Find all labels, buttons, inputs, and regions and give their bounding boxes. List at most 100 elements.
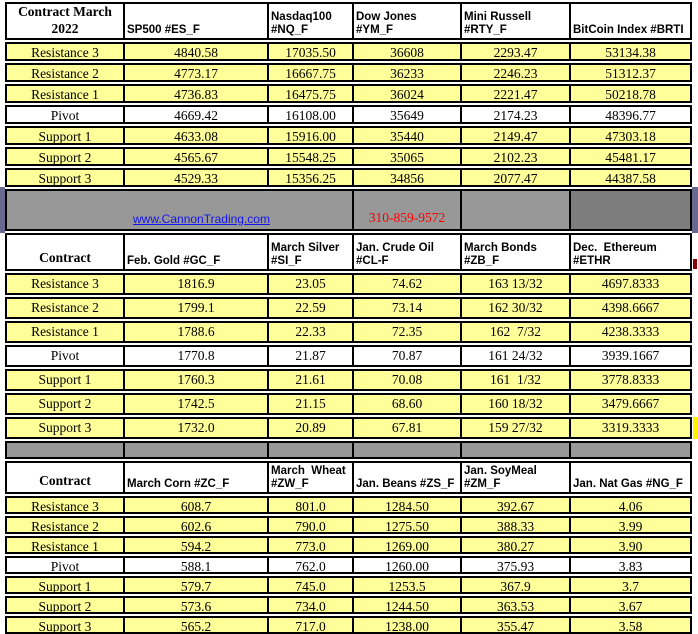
column-header-cell: Jan. Crude Oil #CL-F (352, 233, 462, 271)
table-row: Support 1 4633.08 15916.00 35440 2149.47 4730… (5, 126, 698, 145)
banner-empty-dark-cell (569, 189, 692, 231)
value-cell: 4565.67 (123, 147, 269, 166)
value-cell: 745.0 (267, 576, 354, 594)
row-label-cell: Resistance 2 (5, 516, 125, 534)
value-cell: 762.0 (267, 556, 354, 574)
section-title-cell: Contract (5, 461, 125, 494)
column-header-cell: March Wheat #ZW_F (267, 461, 354, 494)
value-cell: 70.08 (352, 369, 462, 391)
value-cell: 15916.00 (267, 126, 354, 145)
column-header-cell: March Bonds #ZB_F (460, 233, 571, 271)
value-cell: 608.7 (123, 496, 269, 514)
value-cell: 1253.5 (352, 576, 462, 594)
table-row: Support 2 573.6 734.0 1244.50 363.53 3.67 (5, 596, 698, 614)
value-cell: 1770.8 (123, 345, 269, 367)
value-cell: 602.6 (123, 516, 269, 534)
value-cell: 160 18/32 (460, 393, 571, 415)
value-cell: 163 13/32 (460, 273, 571, 295)
table-row: Support 1 579.7 745.0 1253.5 367.9 3.7 (5, 576, 698, 594)
value-cell: 1788.6 (123, 321, 269, 343)
contact-banner: www.CannonTrading.com 310-859-9572 (0, 187, 698, 233)
table-row: Support 3 4529.33 15356.25 34856 2077.47 4438… (5, 168, 698, 187)
value-cell: 161 1/32 (460, 369, 571, 391)
value-cell: 3.99 (569, 516, 692, 534)
column-header-cell: March Corn #ZC_F (123, 461, 269, 494)
value-cell: 73.14 (352, 297, 462, 319)
phone-number: 310-859-9572 (368, 210, 446, 225)
table-row: Support 3 1732.0 20.89 67.81 159 27/32 3319.3… (5, 417, 698, 439)
value-cell: 68.60 (352, 393, 462, 415)
table-row: Support 3 565.2 717.0 1238.00 355.47 3.58 (5, 616, 698, 634)
cannon-trading-link[interactable]: www.CannonTrading.com (133, 212, 270, 226)
table-row: Resistance 3 1816.9 23.05 74.62 163 13/32 469… (5, 273, 698, 295)
row-label-cell: Support 1 (5, 576, 125, 594)
value-cell: 375.93 (460, 556, 571, 574)
value-cell: 1238.00 (352, 616, 462, 634)
row-label-cell: Pivot (5, 105, 125, 124)
row-label-cell: Resistance 1 (5, 536, 125, 554)
value-cell: 70.87 (352, 345, 462, 367)
column-header-cell: Mini Russell #RTY_F (460, 2, 571, 40)
banner-empty-cell (460, 189, 571, 231)
value-cell: 2246.23 (460, 63, 571, 82)
value-cell: 159 27/32 (460, 417, 571, 439)
row-label-cell: Support 3 (5, 417, 125, 439)
row-label-cell: Resistance 2 (5, 297, 125, 319)
value-cell: 1742.5 (123, 393, 269, 415)
value-cell: 1732.0 (123, 417, 269, 439)
column-header-cell: BitCoin Index #BRTI (569, 2, 692, 40)
row-label-cell: Resistance 1 (5, 84, 125, 103)
value-cell: 16667.75 (267, 63, 354, 82)
row-label-cell: Resistance 2 (5, 63, 125, 82)
value-cell: 21.15 (267, 393, 354, 415)
table-row: Pivot 1770.8 21.87 70.87 161 24/32 3939.1667 (5, 345, 698, 367)
value-cell: 3.67 (569, 596, 692, 614)
value-cell: 36024 (352, 84, 462, 103)
value-cell: 23.05 (267, 273, 354, 295)
value-cell: 573.6 (123, 596, 269, 614)
value-cell: 16475.75 (267, 84, 354, 103)
value-cell: 36608 (352, 42, 462, 61)
row-label-cell: Support 2 (5, 596, 125, 614)
indices-table: Contract March 2022 SP500 #ES_F Nasdaq100 … (5, 2, 698, 187)
table-row: Resistance 1 4736.83 16475.75 36024 2221.47 5… (5, 84, 698, 103)
value-cell: 773.0 (267, 536, 354, 554)
row-label-cell: Resistance 3 (5, 42, 125, 61)
value-cell: 4238.3333 (569, 321, 692, 343)
value-cell: 1760.3 (123, 369, 269, 391)
value-cell: 790.0 (267, 516, 354, 534)
row-label-cell: Support 2 (5, 393, 125, 415)
value-cell: 4697.8333 (569, 273, 692, 295)
value-cell: 2174.23 (460, 105, 571, 124)
value-cell: 4669.42 (123, 105, 269, 124)
value-cell: 15356.25 (267, 168, 354, 187)
table-row: Resistance 2 602.6 790.0 1275.50 388.33 3.99 (5, 516, 698, 534)
table-row: Support 2 1742.5 21.15 68.60 160 18/32 3479.6… (5, 393, 698, 415)
value-cell: 51312.37 (569, 63, 692, 82)
value-cell: 36233 (352, 63, 462, 82)
value-cell: 22.59 (267, 297, 354, 319)
value-cell: 2221.47 (460, 84, 571, 103)
value-cell: 3319.3333 (569, 417, 692, 439)
value-cell: 2293.47 (460, 42, 571, 61)
value-cell: 1269.00 (352, 536, 462, 554)
row-label-cell: Resistance 3 (5, 496, 125, 514)
column-header-cell: Dow Jones #YM_F (352, 2, 462, 40)
value-cell: 2102.23 (460, 147, 571, 166)
section-title-cell: Contract (5, 233, 125, 271)
column-header-cell: Dec. Ethereum #ETHR (569, 233, 692, 271)
value-cell: 4529.33 (123, 168, 269, 187)
value-cell: 579.7 (123, 576, 269, 594)
value-cell: 594.2 (123, 536, 269, 554)
value-cell: 34856 (352, 168, 462, 187)
value-cell: 45481.17 (569, 147, 692, 166)
value-cell: 4633.08 (123, 126, 269, 145)
table-row: Support 2 4565.67 15548.25 35065 2102.23 4548… (5, 147, 698, 166)
value-cell: 717.0 (267, 616, 354, 634)
value-cell: 1816.9 (123, 273, 269, 295)
value-cell: 363.53 (460, 596, 571, 614)
value-cell: 801.0 (267, 496, 354, 514)
value-cell: 734.0 (267, 596, 354, 614)
value-cell: 35649 (352, 105, 462, 124)
value-cell: 588.1 (123, 556, 269, 574)
